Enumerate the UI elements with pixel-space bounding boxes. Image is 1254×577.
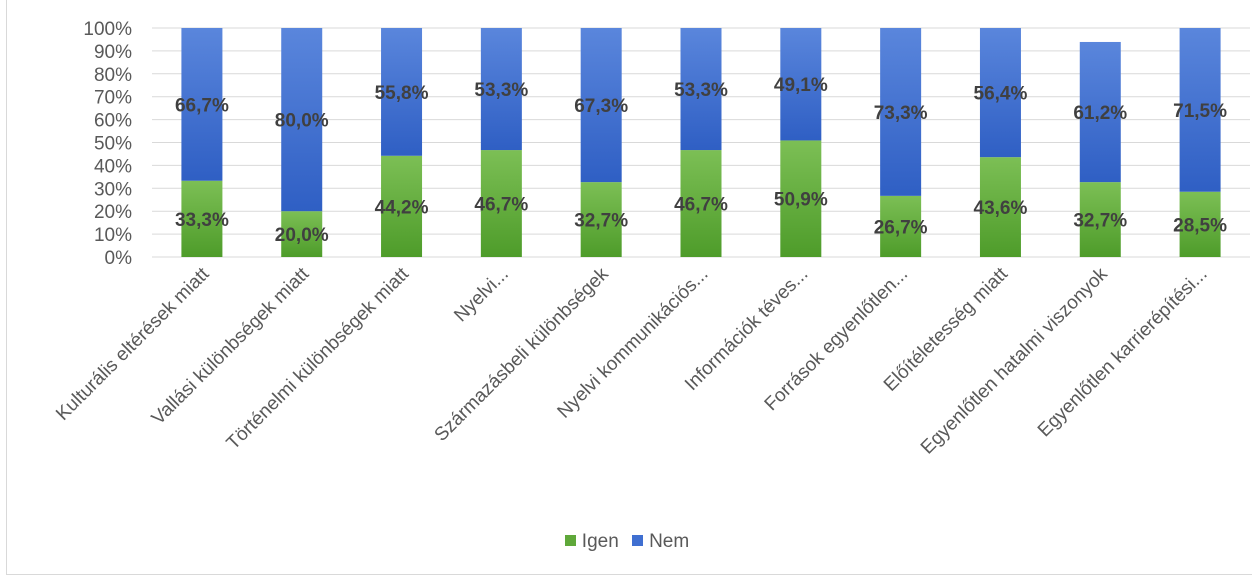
y-tick-label: 40%: [94, 156, 132, 177]
bar-nem: [1079, 41, 1121, 183]
legend-label-nem: Nem: [649, 531, 690, 552]
y-tick-label: 70%: [94, 88, 132, 109]
bar-nem: [381, 28, 423, 156]
data-label-igen: 44,2%: [375, 197, 429, 218]
bar-nem: [1179, 28, 1221, 192]
x-tick-label: Egyenlőtlen karrierépítési...: [1034, 264, 1212, 442]
y-tick-label: 20%: [94, 202, 132, 223]
bar-igen: [281, 211, 323, 257]
x-tick-label: Történelmi különbségek miatt: [223, 263, 414, 454]
data-label-nem: 49,1%: [774, 75, 828, 96]
data-label-nem: 56,4%: [974, 84, 1028, 105]
data-label-igen: 26,7%: [874, 217, 928, 238]
y-tick-label: 90%: [94, 42, 132, 63]
x-tick-label: Vallási különbségek miatt: [148, 263, 314, 429]
y-tick-label: 50%: [94, 134, 132, 155]
bar-igen: [979, 157, 1021, 257]
bar-nem: [580, 28, 622, 183]
bar-igen: [480, 150, 522, 257]
y-tick-label: 80%: [94, 65, 132, 86]
bar-igen: [181, 180, 223, 257]
bar-nem: [880, 28, 922, 196]
y-tick-label: 30%: [94, 179, 132, 200]
x-tick-label: Származásbeli különbségek: [431, 263, 613, 445]
y-tick-label: 60%: [94, 111, 132, 132]
bar-nem: [780, 28, 822, 141]
data-label-igen: 20,0%: [275, 225, 329, 246]
x-tick-label: Nyelvi...: [450, 264, 513, 327]
legend-swatch-igen: [564, 535, 576, 546]
bar-nem: [181, 28, 223, 181]
data-label-igen: 46,7%: [674, 195, 728, 216]
y-tick-label: 100%: [83, 19, 132, 40]
data-label-nem: 53,3%: [674, 80, 728, 101]
y-tick-label: 10%: [94, 225, 132, 246]
stacked-bar-chart: 0%10%20%30%40%50%60%70%80%90%100% 33,3% 66…: [52, 19, 1250, 459]
data-label-nem: 53,3%: [474, 80, 528, 101]
bar-igen: [680, 150, 722, 257]
legend-item-nem: Nem: [632, 531, 689, 553]
legend-swatch-nem: [632, 535, 644, 546]
bar-igen: [780, 140, 822, 257]
bar-nem: [979, 28, 1021, 158]
bar-igen: [880, 195, 922, 257]
legend: Igen Nem: [0, 531, 1254, 553]
data-label-igen: 46,7%: [474, 195, 528, 216]
bar-nem: [480, 28, 522, 151]
data-label-nem: 80,0%: [275, 111, 329, 132]
data-label-igen: 28,5%: [1173, 215, 1227, 236]
legend-item-igen: Igen: [564, 531, 619, 553]
data-label-igen: 43,6%: [974, 198, 1028, 219]
data-label-nem: 71,5%: [1173, 101, 1227, 122]
x-tick-label: Egyenlőtlen hatalmi viszonyok: [917, 263, 1112, 458]
bar-nem: [680, 28, 722, 151]
bar-igen: [580, 182, 622, 257]
data-label-igen: 33,3%: [175, 210, 229, 231]
data-label-nem: 55,8%: [375, 83, 429, 104]
bar-igen: [1179, 191, 1221, 257]
chart-frame: [6, 0, 1252, 575]
data-label-igen: 32,7%: [1073, 211, 1127, 232]
y-tick-label: 0%: [105, 248, 133, 269]
data-label-igen: 32,7%: [574, 211, 628, 232]
data-label-nem: 66,7%: [175, 95, 229, 116]
bar-igen: [1079, 182, 1121, 257]
data-label-igen: 50,9%: [774, 190, 828, 211]
legend-label-igen: Igen: [581, 531, 619, 552]
bar-igen: [381, 155, 423, 257]
bar-nem: [281, 28, 323, 212]
data-label-nem: 61,2%: [1073, 103, 1127, 124]
data-label-nem: 67,3%: [574, 96, 628, 117]
data-label-nem: 73,3%: [874, 103, 928, 124]
